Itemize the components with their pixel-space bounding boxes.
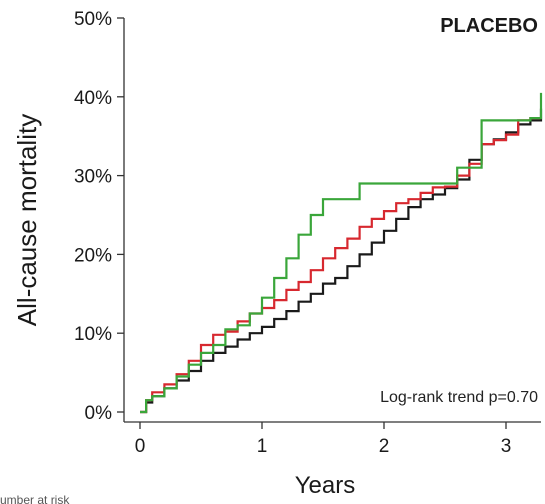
x-axis: 0 1 2 3 bbox=[124, 421, 541, 457]
y-axis-title: All-cause mortality bbox=[12, 114, 42, 326]
logrank-annotation: Log-rank trend p=0.70 bbox=[380, 389, 538, 406]
number-at-risk-label: umber at risk bbox=[0, 493, 70, 504]
y-axis: 0% 10% 20% 30% 40% 50% bbox=[74, 9, 125, 424]
x-tick-label: 0 bbox=[135, 436, 146, 457]
y-tick-label: 30% bbox=[74, 167, 112, 188]
x-axis-title: Years bbox=[295, 472, 356, 499]
y-tick-label: 0% bbox=[85, 403, 113, 424]
series-line-3 bbox=[140, 92, 543, 414]
y-tick-label: 20% bbox=[74, 245, 112, 266]
series-layer bbox=[140, 92, 543, 414]
y-tick-label: 10% bbox=[74, 324, 112, 345]
y-tick-label: 40% bbox=[74, 88, 112, 109]
x-tick-label: 1 bbox=[257, 436, 268, 457]
x-tick-label: 2 bbox=[379, 436, 390, 457]
series-line-1 bbox=[140, 108, 543, 414]
chart-title: PLACEBO bbox=[440, 15, 538, 37]
y-tick-label: 50% bbox=[74, 9, 112, 30]
x-tick-label: 3 bbox=[501, 436, 512, 457]
